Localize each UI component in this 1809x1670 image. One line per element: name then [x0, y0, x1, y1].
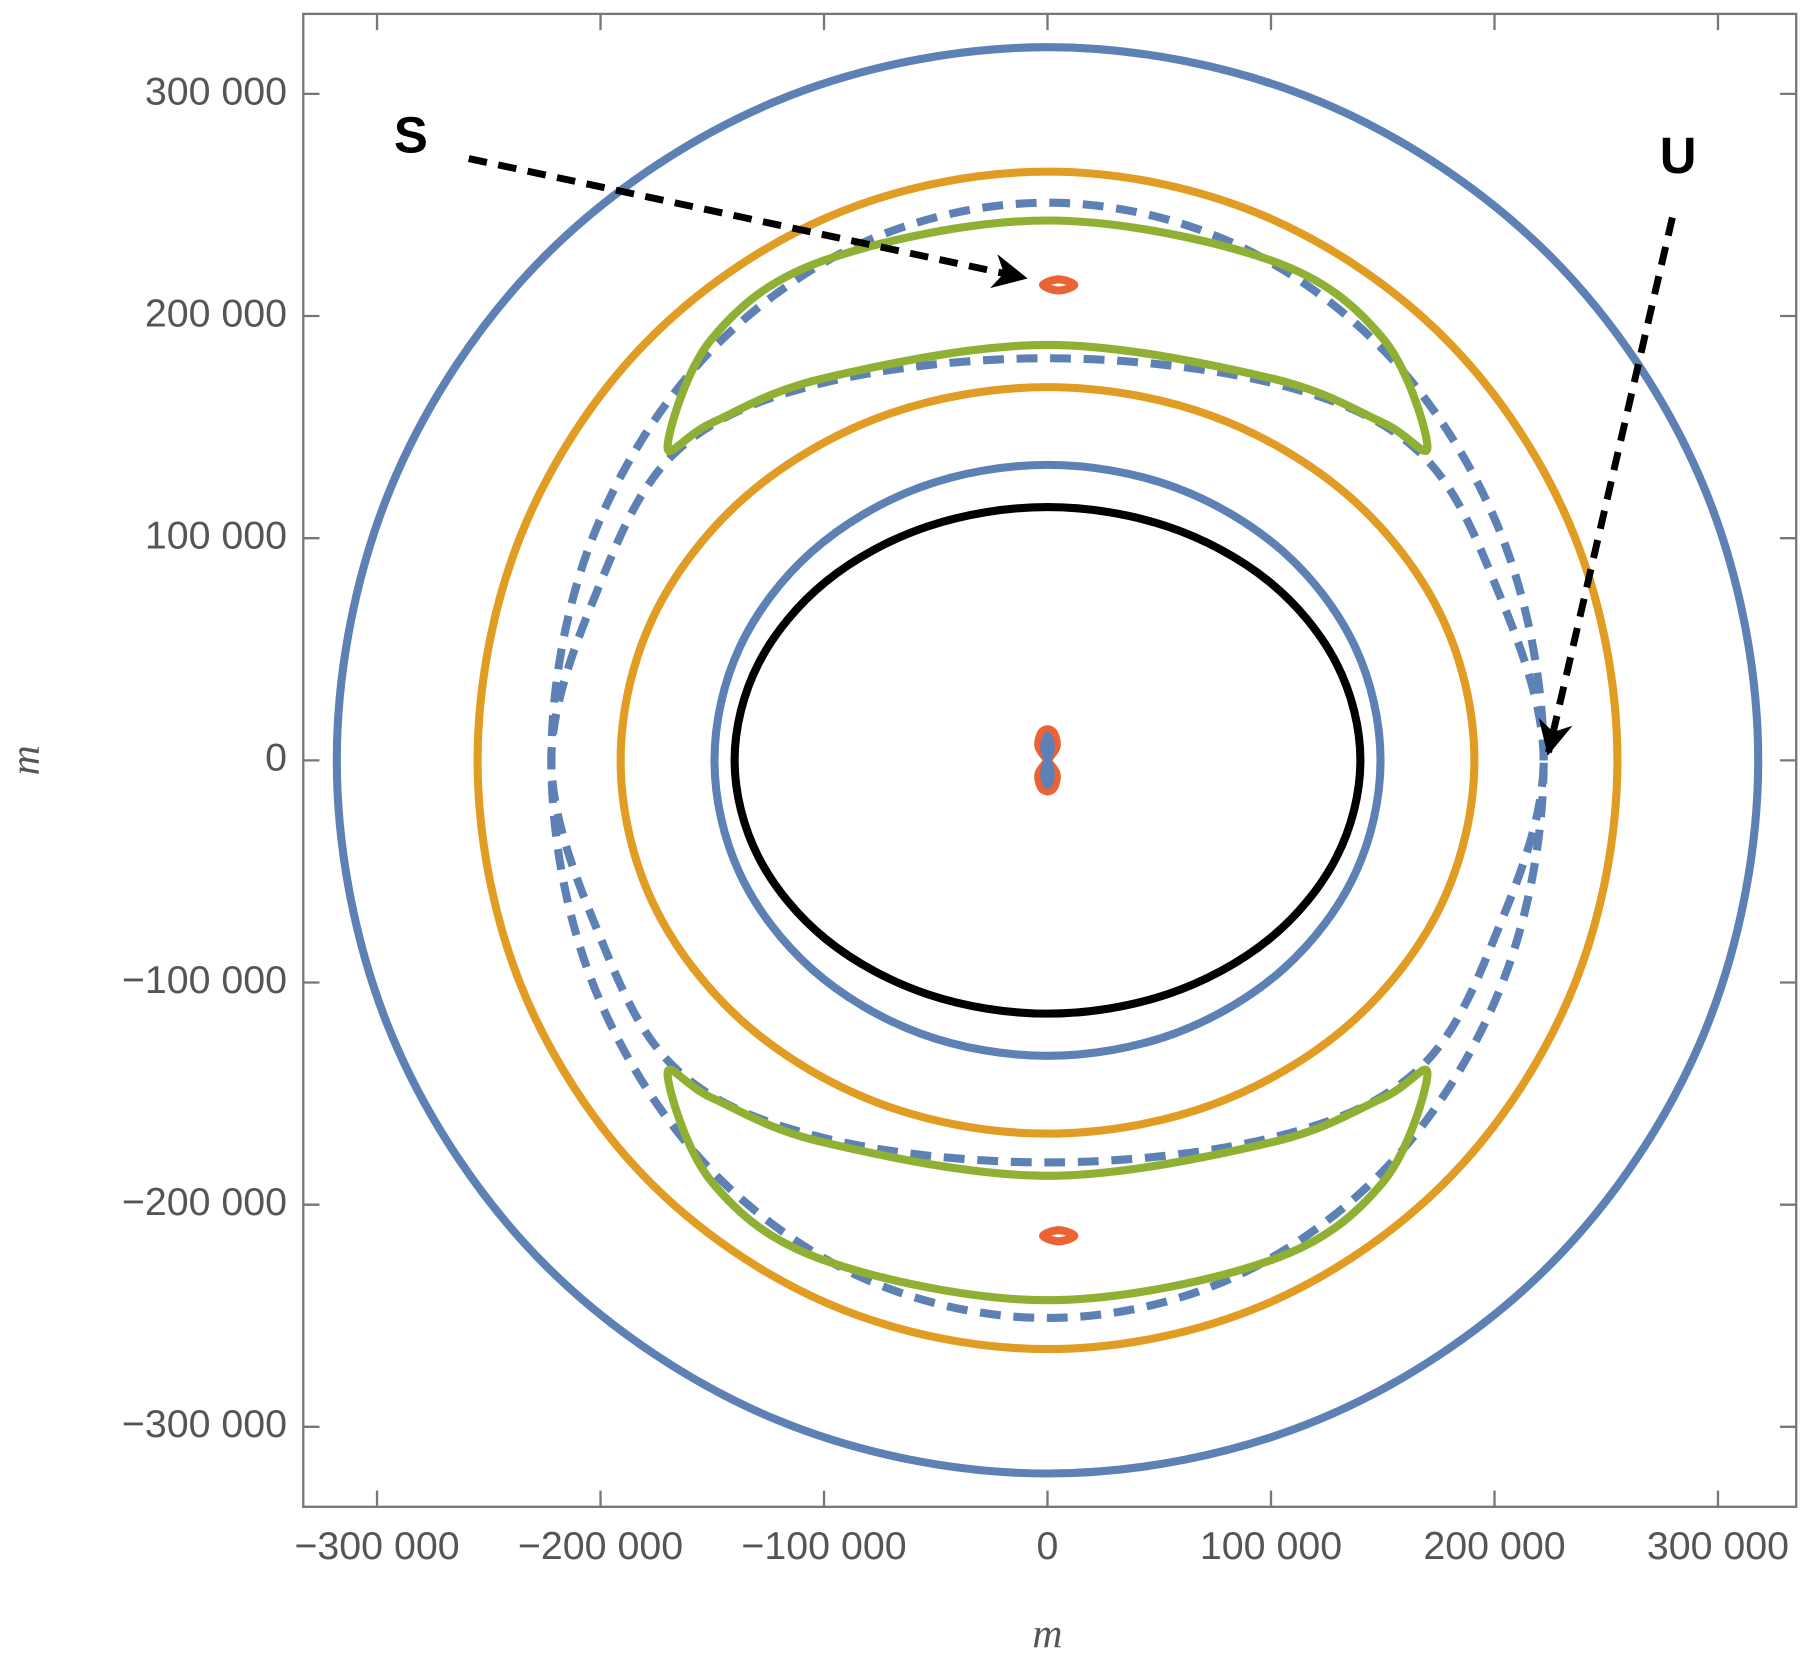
curves — [332, 43, 1763, 1478]
y-tick-label: 0 — [265, 736, 287, 780]
curve — [332, 43, 1763, 1478]
annotation: U — [1660, 127, 1697, 184]
curve — [616, 383, 1479, 1138]
curve — [1040, 731, 1055, 789]
curve — [663, 216, 1432, 456]
y-axis-label: m — [3, 745, 49, 775]
y-tick-label: 300 000 — [145, 69, 287, 113]
x-tick-label: 100 000 — [1200, 1524, 1342, 1568]
y-tick-label: −300 000 — [122, 1402, 287, 1446]
annotation: S — [394, 106, 428, 163]
curve — [473, 167, 1622, 1354]
x-tick-label: −200 000 — [518, 1524, 683, 1568]
x-tick-label: 200 000 — [1423, 1524, 1565, 1568]
x-tick-label: 0 — [1037, 1524, 1059, 1568]
x-axis-label: m — [1032, 1611, 1062, 1657]
arrow-s — [468, 155, 1028, 289]
x-tick-label: −300 000 — [294, 1524, 459, 1568]
curve — [710, 460, 1385, 1060]
arrow-u — [1538, 216, 1676, 756]
y-tick-label: 100 000 — [145, 514, 287, 558]
curve — [730, 503, 1365, 1018]
x-tick-label: −100 000 — [741, 1524, 906, 1568]
y-tick-label: −200 000 — [122, 1180, 287, 1224]
curve — [1038, 1226, 1079, 1246]
curve — [1038, 275, 1079, 295]
x-tick-label: 300 000 — [1647, 1524, 1789, 1568]
y-tick-label: −100 000 — [122, 958, 287, 1002]
y-tick-label: 200 000 — [145, 291, 287, 335]
curve — [663, 1065, 1432, 1305]
